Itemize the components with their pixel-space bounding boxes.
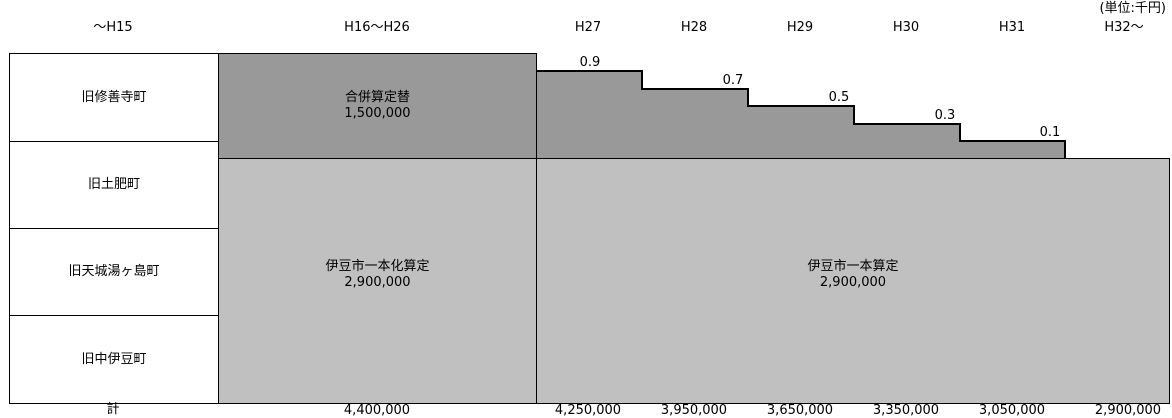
phaseout-rate-h28: 0.7 xyxy=(722,73,744,88)
merger-special-block: 合併算定替 1,500,000 xyxy=(218,53,537,159)
town-label: 旧中伊豆町 xyxy=(81,352,147,367)
total-h27: 4,250,000 xyxy=(554,403,622,418)
total-h29: 3,650,000 xyxy=(766,403,834,418)
total-h32: 2,900,000 xyxy=(1094,403,1162,418)
total-h31: 3,050,000 xyxy=(978,403,1046,418)
single-calc-label: 伊豆市一本算定 xyxy=(807,259,899,274)
phaseout-rate-h31: 0.1 xyxy=(1039,125,1061,140)
combined-calc-value: 2,900,000 xyxy=(344,275,411,290)
header-period-2: H16〜H26 xyxy=(344,20,410,35)
header-period-5: H29 xyxy=(786,20,814,35)
combined-calc-label: 伊豆市一本化算定 xyxy=(325,259,430,274)
merger-special-label: 合併算定替 xyxy=(344,90,410,105)
unit-note: (単位:千円) xyxy=(1099,1,1166,16)
header-period-8: H32〜 xyxy=(1104,20,1144,35)
town-label: 旧修善寺町 xyxy=(81,90,147,105)
single-calc-value: 2,900,000 xyxy=(819,275,887,290)
total-label: 計 xyxy=(106,402,120,417)
header-period-4: H28 xyxy=(680,20,708,35)
phaseout-rate-h30: 0.3 xyxy=(934,108,956,123)
phaseout-outline xyxy=(537,70,1066,159)
header-period-6: H30 xyxy=(892,20,920,35)
phaseout-area xyxy=(537,71,1065,158)
merger-special-value: 1,500,000 xyxy=(344,106,411,121)
total-h16-h26: 4,400,000 xyxy=(343,403,411,418)
town-label: 旧土肥町 xyxy=(87,177,140,192)
header-period-3: H27 xyxy=(574,20,602,35)
phaseout-rate-h27: 0.9 xyxy=(579,55,601,70)
single-calc-block: 伊豆市一本算定 2,900,000 xyxy=(536,158,1170,404)
header-period-1: 〜H15 xyxy=(93,20,133,35)
phaseout-rate-h29: 0.5 xyxy=(828,90,850,105)
total-h28: 3,950,000 xyxy=(660,403,728,418)
combined-calc-block: 伊豆市一本化算定 2,900,000 xyxy=(218,158,537,404)
total-h30: 3,350,000 xyxy=(872,403,940,418)
header-period-7: H31 xyxy=(998,20,1026,35)
town-label: 旧天城湯ヶ島町 xyxy=(68,264,160,279)
